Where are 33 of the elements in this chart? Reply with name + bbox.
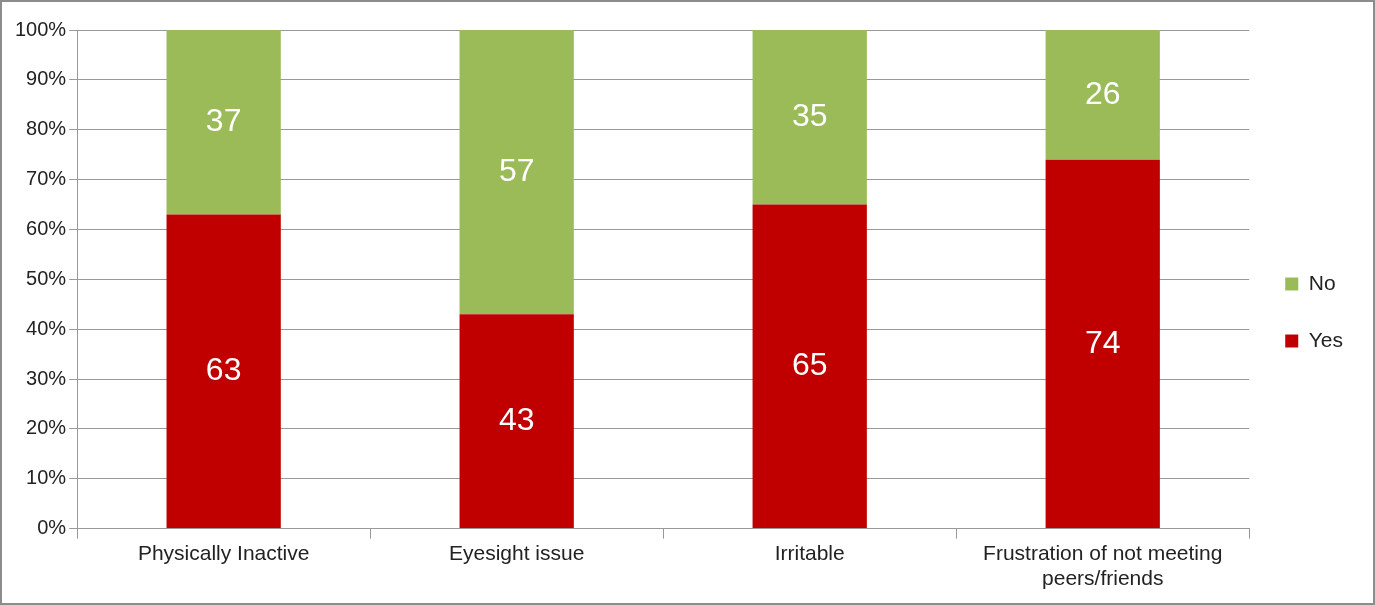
- bar: [752, 204, 867, 529]
- data-label: 35: [791, 97, 828, 134]
- x-tick-label: Physically Inactive: [137, 541, 310, 564]
- bar: [752, 30, 867, 205]
- x-tick-label: Eyesight issue: [448, 541, 585, 564]
- bar: [1045, 159, 1160, 529]
- y-tick-label: 100%: [15, 17, 67, 40]
- bar: [166, 30, 281, 215]
- y-tick-label: 20%: [26, 416, 67, 439]
- data-label: 63: [205, 351, 242, 388]
- data-label: 65: [791, 346, 828, 383]
- data-label: 74: [1084, 323, 1121, 360]
- y-tick-label: 50%: [26, 266, 67, 289]
- y-tick-label: 60%: [26, 216, 67, 239]
- bar: [1045, 30, 1160, 160]
- x-tick-label: Irritable: [774, 541, 845, 564]
- legend-label: No: [1308, 270, 1336, 294]
- legend-label: Yes: [1308, 327, 1344, 351]
- y-tick-label: 30%: [26, 366, 67, 389]
- x-tick-label: Frustration of not meeting peers/friends: [983, 541, 1223, 590]
- y-tick-label: 90%: [26, 67, 67, 90]
- bar: [166, 214, 281, 529]
- y-tick-label: 10%: [26, 466, 67, 489]
- data-label: 26: [1084, 74, 1121, 111]
- data-label: 37: [205, 102, 242, 139]
- y-tick-label: 70%: [26, 167, 67, 190]
- bar: [459, 314, 574, 529]
- y-tick-label: 40%: [26, 316, 67, 339]
- y-tick-label: 80%: [26, 117, 67, 140]
- data-label: 43: [498, 400, 535, 437]
- y-tick-label: 0%: [37, 516, 67, 539]
- bar: [459, 30, 574, 315]
- data-label: 57: [498, 151, 535, 188]
